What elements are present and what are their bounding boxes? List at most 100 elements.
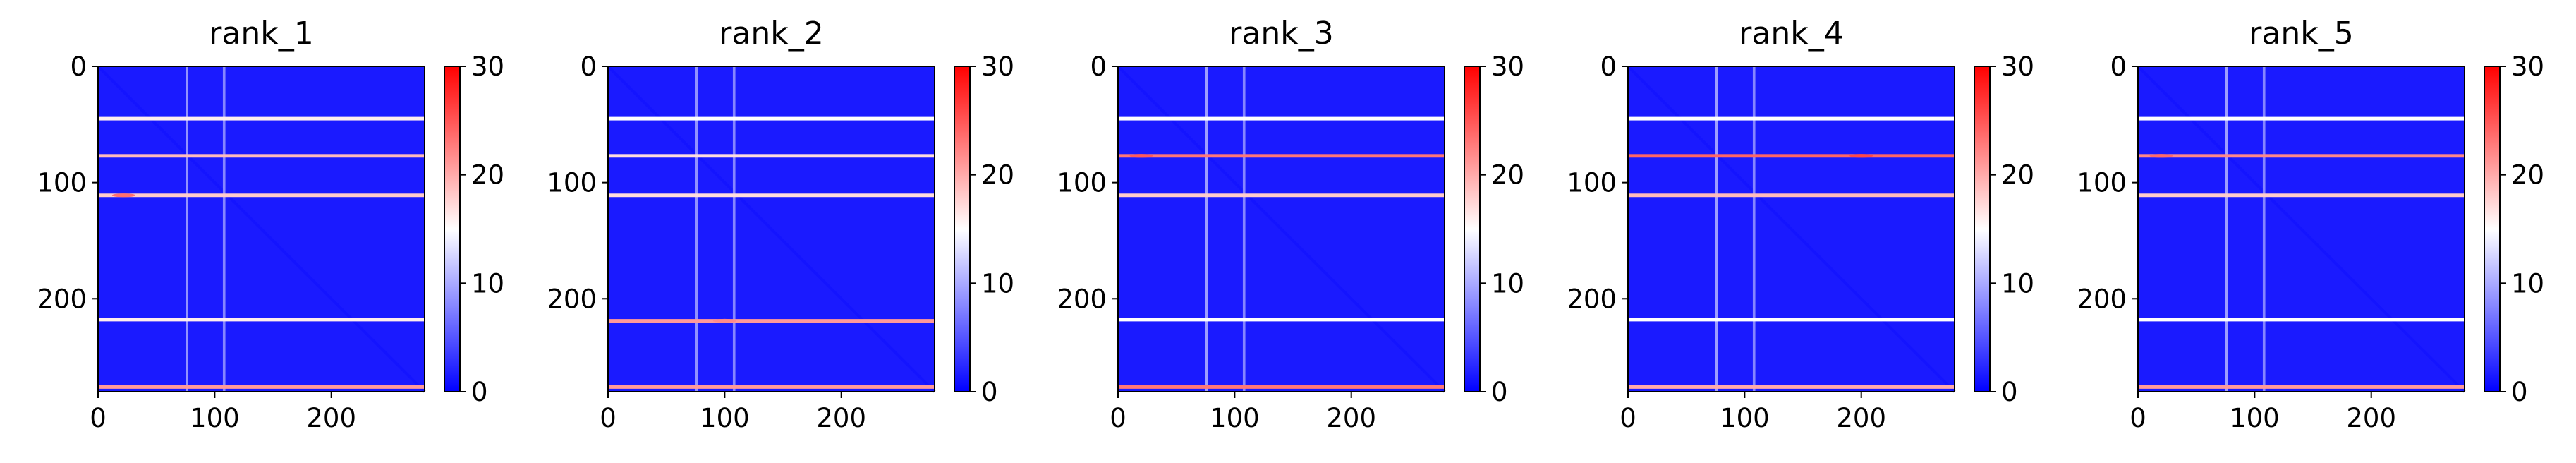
heatmap-panel-5: rank_5 0 100 200 0 100 200 0 10 20 30 bbox=[2077, 16, 2544, 433]
heatmap-panel-3: rank_3 0 100 200 0 100 200 0 10 20 30 bbox=[1057, 16, 1524, 433]
x-tick-label: 0 bbox=[2130, 403, 2146, 433]
heatmap-band bbox=[608, 385, 935, 389]
colorbar-tick-label: 10 bbox=[2511, 268, 2544, 299]
x-tick-label: 200 bbox=[2346, 403, 2396, 433]
heatmap-column-stripe bbox=[186, 66, 188, 392]
colorbar-tick-label: 30 bbox=[1491, 52, 1524, 82]
x-tick-label: 100 bbox=[1720, 403, 1770, 433]
axes-frame bbox=[97, 66, 425, 392]
y-tick-label: 100 bbox=[37, 168, 87, 198]
heatmap-diagonal bbox=[1627, 65, 1956, 393]
heatmap-band bbox=[1118, 154, 1445, 158]
colorbar-tick-label: 20 bbox=[2001, 160, 2034, 191]
x-tick-label: 0 bbox=[90, 403, 107, 433]
colorbar-tick-label: 0 bbox=[981, 377, 998, 407]
heatmap-column-stripe bbox=[2225, 66, 2228, 392]
heatmap-diagonal bbox=[2137, 65, 2466, 393]
x-tick-label: 0 bbox=[1110, 403, 1126, 433]
heatmap-band bbox=[1628, 318, 1955, 322]
heatmap-band bbox=[2138, 154, 2465, 158]
heatmap-column-stripe bbox=[1242, 66, 1246, 392]
x-tick-label: 100 bbox=[1210, 403, 1260, 433]
heatmap-band bbox=[98, 385, 425, 389]
x-tick-label: 100 bbox=[2230, 403, 2280, 433]
heatmap-column-stripe bbox=[2262, 66, 2266, 392]
y-tick-label: 0 bbox=[2110, 52, 2127, 82]
heatmap-diagonal bbox=[1117, 65, 1446, 393]
colorbar bbox=[2484, 66, 2501, 392]
y-tick-label: 200 bbox=[1057, 284, 1107, 314]
y-tick-label: 100 bbox=[547, 168, 597, 198]
heatmap-band bbox=[1118, 116, 1445, 121]
axes-frame bbox=[1117, 66, 1445, 392]
colorbar-tick-label: 30 bbox=[471, 52, 504, 82]
y-tick-label: 100 bbox=[1057, 168, 1107, 198]
heatmap-diagonal bbox=[607, 65, 936, 393]
heatmap-band bbox=[2138, 385, 2465, 389]
colorbar bbox=[1974, 66, 1991, 392]
axes-frame bbox=[1627, 66, 1955, 392]
x-tick-label: 100 bbox=[190, 403, 240, 433]
heatmap-band bbox=[2138, 116, 2465, 121]
y-tick-label: 100 bbox=[1567, 168, 1617, 198]
heatmap-band bbox=[2138, 318, 2465, 322]
heatmap-band bbox=[1628, 193, 1955, 198]
colorbar-tick-label: 0 bbox=[2001, 377, 2018, 407]
panel-title: rank_4 bbox=[1739, 16, 1843, 52]
y-tick-label: 0 bbox=[1600, 52, 1617, 82]
colorbar-tick-label: 30 bbox=[981, 52, 1014, 82]
heatmap-hotspot bbox=[1129, 154, 1153, 158]
panel-title: rank_5 bbox=[2249, 16, 2353, 52]
heatmap-diagonal bbox=[97, 65, 426, 393]
x-tick-label: 0 bbox=[1620, 403, 1636, 433]
y-tick-label: 0 bbox=[580, 52, 597, 82]
heatmap-column-stripe bbox=[222, 66, 226, 392]
axes-frame bbox=[2137, 66, 2465, 392]
colorbar-tick-label: 20 bbox=[981, 160, 1014, 191]
heatmap-column-stripe bbox=[732, 66, 736, 392]
colorbar bbox=[954, 66, 971, 392]
panel-title: rank_1 bbox=[209, 16, 313, 52]
heatmap-band bbox=[608, 154, 935, 158]
colorbar-tick-label: 0 bbox=[2511, 377, 2528, 407]
heatmap-hotspot bbox=[1849, 154, 1873, 158]
colorbar-tick-label: 10 bbox=[2001, 268, 2034, 299]
colorbar-tick-label: 0 bbox=[471, 377, 488, 407]
colorbar bbox=[444, 66, 461, 392]
y-tick-label: 0 bbox=[70, 52, 87, 82]
y-tick-label: 200 bbox=[37, 284, 87, 314]
x-tick-label: 100 bbox=[700, 403, 750, 433]
colorbar-tick-label: 20 bbox=[2511, 160, 2544, 191]
heatmap-band bbox=[608, 116, 935, 121]
axes-frame bbox=[607, 66, 935, 392]
heatmap-band bbox=[1628, 154, 1955, 158]
heatmap-panel-2: rank_2 0 100 200 0 100 200 0 10 20 30 bbox=[547, 16, 1014, 433]
heatmap-hotspot bbox=[111, 193, 135, 198]
y-tick-label: 100 bbox=[2077, 168, 2127, 198]
panel-title: rank_3 bbox=[1229, 16, 1333, 52]
x-tick-label: 0 bbox=[600, 403, 616, 433]
colorbar-tick-label: 10 bbox=[981, 268, 1014, 299]
heatmap-hotspot bbox=[2149, 154, 2173, 158]
heatmap-band bbox=[1118, 385, 1445, 389]
heatmap-band bbox=[608, 193, 935, 198]
y-tick-label: 200 bbox=[1567, 284, 1617, 314]
heatmap-hotspot bbox=[712, 318, 736, 323]
heatmap-band bbox=[1118, 193, 1445, 198]
heatmap-band bbox=[1118, 318, 1445, 322]
heatmap-band bbox=[98, 116, 425, 121]
colorbar-tick-label: 30 bbox=[2001, 52, 2034, 82]
x-tick-label: 200 bbox=[306, 403, 356, 433]
colorbar-tick-label: 30 bbox=[2511, 52, 2544, 82]
panel-title: rank_2 bbox=[719, 16, 823, 52]
colorbar-tick-label: 0 bbox=[1491, 377, 1508, 407]
x-tick-label: 200 bbox=[1326, 403, 1376, 433]
colorbar-tick-label: 20 bbox=[471, 160, 504, 191]
heatmap-band bbox=[1628, 116, 1955, 121]
x-tick-label: 200 bbox=[1836, 403, 1886, 433]
heatmap-panel-4: rank_4 0 100 200 0 100 200 0 10 20 30 bbox=[1567, 16, 2034, 433]
heatmap-band bbox=[98, 318, 425, 322]
heatmap-band bbox=[1628, 385, 1955, 389]
heatmap-band bbox=[98, 154, 425, 158]
